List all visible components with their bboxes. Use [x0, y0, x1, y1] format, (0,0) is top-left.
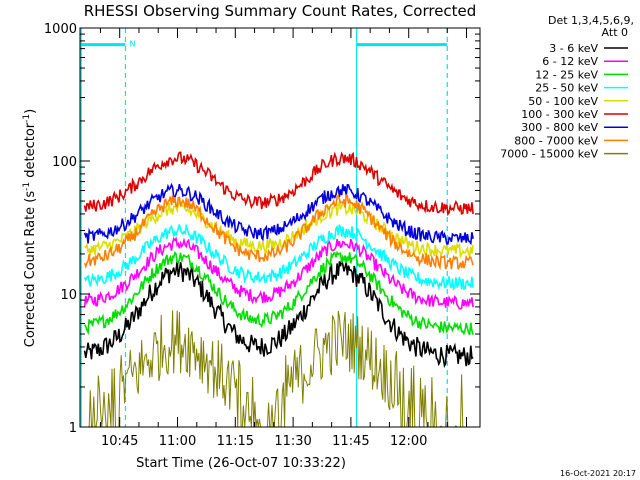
legend-entry-label: 6 - 12 keV [542, 55, 598, 68]
chart-title: RHESSI Observing Summary Count Rates, Co… [84, 2, 477, 20]
legend-header-line-2: Att 0 [602, 26, 628, 39]
series-line [83, 236, 474, 310]
plot-area: N [80, 28, 474, 428]
series-line [84, 310, 474, 428]
plot-frame [79, 27, 481, 428]
legend-header-line-1: Det 1,3,4,5,6,9, [548, 14, 634, 27]
series-line [83, 260, 474, 369]
x-tick-label: 10:45 [101, 434, 138, 449]
x-axis: 10:45 11:00 11:15 11:30 11:45 12:00 [99, 28, 468, 449]
legend-entry-label: 7000 - 15000 keV [500, 148, 598, 161]
marker-label: N [129, 40, 135, 49]
y-tick-label: 10 [60, 288, 77, 303]
series-line [83, 223, 474, 291]
x-tick-label: 11:45 [332, 434, 369, 449]
legend-entry-label: 3 - 6 keV [549, 42, 598, 55]
legend-entry-label: 25 - 50 keV [535, 82, 598, 95]
series-line [84, 199, 474, 259]
y-tick-label: 1 [69, 421, 77, 436]
x-tick-label: 11:30 [274, 434, 311, 449]
y-tick-label: 1000 [44, 22, 77, 37]
x-tick-label: 11:00 [159, 434, 196, 449]
series-line [83, 151, 474, 217]
y-axis: 1 10 100 1000 [44, 22, 480, 436]
x-tick-label: 11:15 [217, 434, 254, 449]
series-line [83, 250, 474, 336]
legend-entry-label: 800 - 7000 keV [514, 134, 598, 147]
series-line [83, 193, 474, 271]
x-axis-label: Start Time (26-Oct-07 10:33:22) [136, 456, 346, 471]
legend-entry-label: 100 - 300 keV [521, 108, 598, 121]
legend-entry-label: 300 - 800 keV [521, 121, 598, 134]
series-line [83, 182, 474, 246]
y-axis-label: Corrected Count Rate (s-1 detector-1) [22, 109, 38, 347]
footer-timestamp: 16-Oct-2021 20:17 [560, 469, 636, 478]
x-tick-label: 12:00 [390, 434, 427, 449]
legend-entry-label: 12 - 25 keV [535, 68, 598, 81]
legend-entry-label: 50 - 100 keV [528, 95, 598, 108]
y-tick-label: 100 [52, 155, 77, 170]
